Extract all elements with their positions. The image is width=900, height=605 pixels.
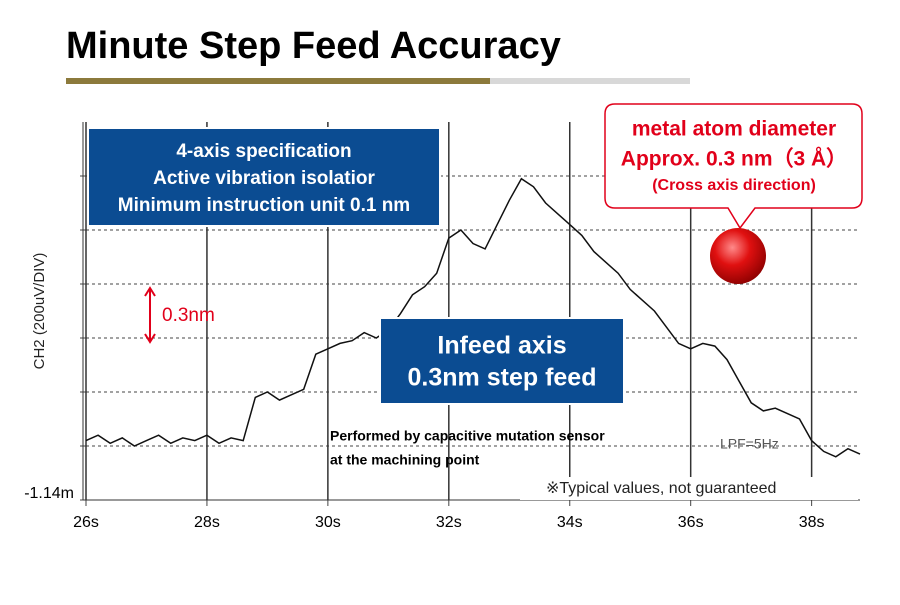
spec-text: Minimum instruction unit 0.1 nm xyxy=(118,195,410,216)
signal-trace xyxy=(85,177,861,458)
feed-text: 0.3nm step feed xyxy=(408,364,597,392)
sensor-note: Performed by capacitive mutation sensor xyxy=(330,428,605,444)
x-tick-label: 28s xyxy=(194,514,220,531)
title-rule-end xyxy=(490,78,690,84)
chart-title: Minute Step Feed Accuracy xyxy=(66,25,561,67)
x-tick-label: 26s xyxy=(73,514,99,531)
disclaimer: ※Typical values, not guaranteed xyxy=(546,480,776,497)
spec-text: 4-axis specification xyxy=(176,141,351,162)
spec-box xyxy=(87,127,441,227)
spec-text: Active vibration isolatior xyxy=(153,168,375,189)
x-tick-label: 38s xyxy=(799,514,825,531)
x-tick-label: 30s xyxy=(315,514,341,531)
step-label: 0.3nm xyxy=(162,305,215,326)
callout-text: Approx. 0.3 nm（3 Å） xyxy=(621,147,847,171)
atom-icon xyxy=(710,228,766,284)
x-tick-label: 36s xyxy=(678,514,704,531)
y-tick-label: -1.14m xyxy=(24,485,74,502)
x-tick-label: 32s xyxy=(436,514,462,531)
disclaimer-box xyxy=(520,477,858,500)
x-tick-label: 34s xyxy=(557,514,583,531)
title-rule xyxy=(66,78,490,84)
callout-text: metal atom diameter xyxy=(632,118,836,141)
filter-label: LPF=5Hz xyxy=(720,436,779,452)
step-arrow-heads xyxy=(144,286,156,344)
sensor-note: at the machining point xyxy=(330,452,480,468)
callout-box xyxy=(604,103,863,230)
y-axis-label: CH2 (200uV/DIV) xyxy=(31,253,48,370)
feed-text: Infeed axis xyxy=(437,332,566,360)
callout-text: (Cross axis direction) xyxy=(652,177,816,194)
feed-box xyxy=(379,317,625,405)
